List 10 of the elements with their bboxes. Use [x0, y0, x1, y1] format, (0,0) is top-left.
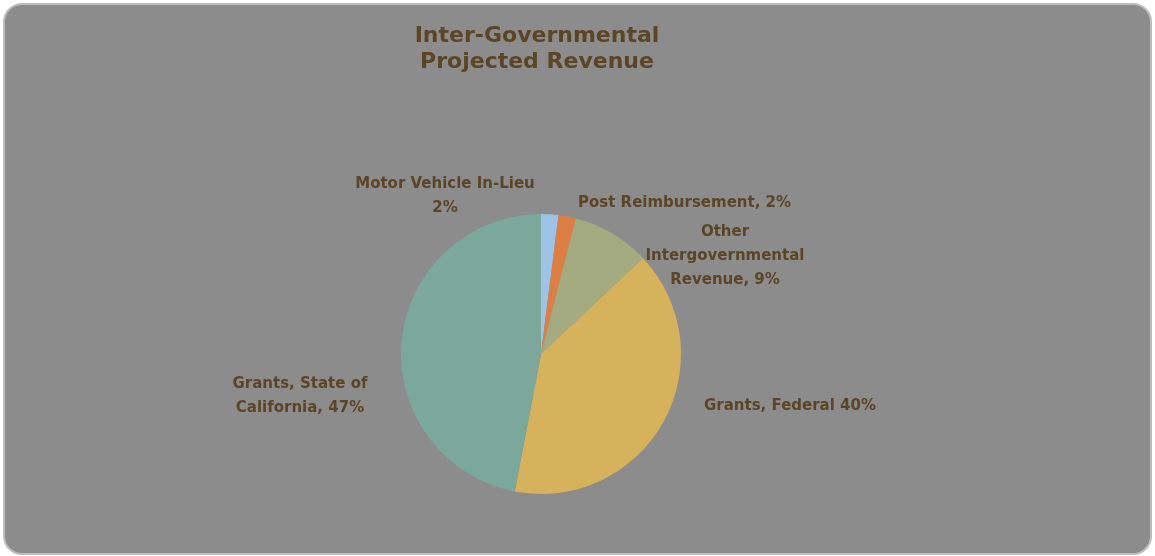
slice-label: Grants, Federal 40%: [703, 396, 877, 414]
pie-slice: [401, 214, 541, 492]
chart-title: Inter-Governmental Projected Revenue: [414, 22, 660, 73]
pie-slice: [541, 218, 644, 354]
slice-label: Grants, State of California, 47%: [232, 374, 368, 416]
slice-label: Motor Vehicle In-Lieu: [355, 174, 535, 192]
data-label: 2%: [432, 198, 458, 216]
slice-label: Post Reimbursement, 2%: [578, 193, 792, 211]
slice-label: Other Intergovernmental Revenue, 9%: [645, 222, 805, 288]
pie-slice: [541, 215, 576, 354]
